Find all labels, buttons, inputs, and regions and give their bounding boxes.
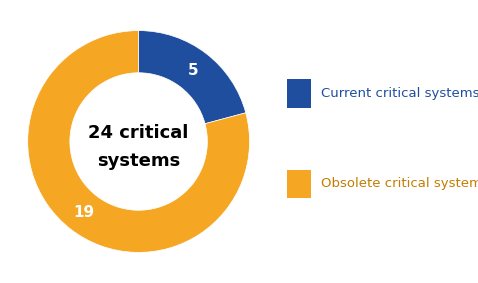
Text: Obsolete critical systems: Obsolete critical systems [321, 177, 478, 190]
Bar [287, 79, 311, 108]
Text: systems: systems [97, 153, 180, 170]
Text: 5: 5 [188, 63, 199, 78]
Wedge shape [139, 31, 246, 124]
Text: 24 critical: 24 critical [88, 124, 189, 142]
Text: 19: 19 [74, 205, 95, 220]
Text: Current critical systems: Current critical systems [321, 87, 478, 100]
Wedge shape [28, 31, 250, 252]
Bar [287, 170, 311, 198]
